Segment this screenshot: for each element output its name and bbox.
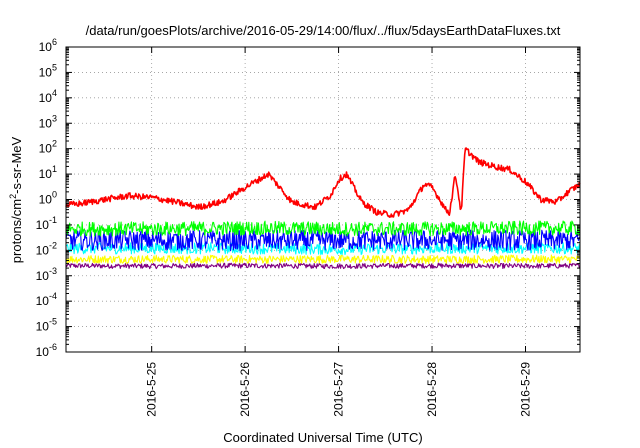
y-tick-label: 103 [39,113,57,130]
y-axis-label-rest: -s-sr-MeV [9,136,24,193]
x-tick-label: 2016-5-26 [238,362,252,417]
x-tick-label: 2016-5-25 [145,362,159,417]
x-tick-label: 2016-5-29 [518,362,532,417]
y-tick-label: 102 [39,139,57,156]
x-tick-label: 2016-5-27 [332,362,346,417]
y-tick-label: 100 [39,190,57,207]
y-tick-label: 10-1 [36,215,57,232]
series-line [65,254,581,264]
axis-ticks [66,46,580,353]
y-axis-label-base: protons/cm [9,199,24,263]
y-tick-label: 10-4 [36,291,57,308]
y-axis-label-superscript: 2 [8,194,18,199]
y-tick-label: 10-5 [36,317,57,334]
y-tick-label: 10-6 [36,342,57,359]
y-tick-label: 10-2 [36,240,57,257]
series-line [65,262,581,270]
x-tick-label: 2016-5-28 [425,362,439,417]
y-tick-label: 10-3 [36,266,57,283]
series-line [65,229,581,252]
y-tick-label: 104 [39,88,57,105]
y-tick-labels: 10-6 10-5 10-4 10-3 10-2 10-1 100 101 102 103 104 1… [36,37,57,359]
series-line [65,220,581,237]
y-axis-label: protons/cm2-s-sr-MeV [8,136,24,263]
y-tick-label: 105 [39,62,57,79]
x-tick-labels: 2016-5-25 2016-5-26 2016-5-27 2016-5-28 2016… [145,362,533,417]
plot-lines [65,147,581,270]
y-tick-label: 106 [39,37,57,54]
chart-title: /data/run/goesPlots/archive/2016-05-29/1… [86,23,561,38]
x-axis-label: Coordinated Universal Time (UTC) [223,430,422,445]
y-tick-label: 101 [39,164,57,181]
series-line [65,147,581,218]
